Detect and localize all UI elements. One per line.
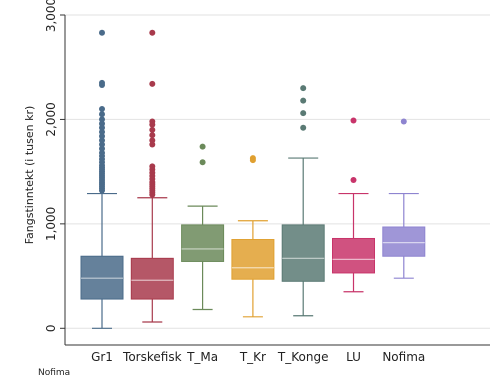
box-body bbox=[382, 226, 426, 257]
grid bbox=[65, 14, 490, 329]
outlier-point bbox=[149, 126, 156, 133]
x-tick-label: T_Ma bbox=[186, 350, 218, 364]
box-body bbox=[332, 237, 375, 274]
outlier-point bbox=[350, 177, 357, 183]
outlier-point bbox=[99, 105, 105, 112]
axes: 0 1,000 2,000 3,000 Gr1 Torskefisk T_Ma T_Kr T_K… bbox=[44, 0, 490, 364]
x-tick-label: Nofima bbox=[382, 350, 425, 364]
outlier-point bbox=[99, 133, 105, 140]
box-gr1 bbox=[80, 29, 124, 329]
box-t-ma bbox=[181, 143, 225, 311]
outlier-point bbox=[99, 111, 105, 118]
outlier-point bbox=[400, 118, 407, 125]
box-body bbox=[231, 239, 275, 280]
outlier-point bbox=[149, 29, 156, 36]
box-body bbox=[181, 224, 225, 262]
y-axis-label: Fangstinntekt (i tusen kr) bbox=[23, 106, 36, 245]
x-tick-label: Torskefisk bbox=[122, 350, 182, 364]
x-tick-label: Gr1 bbox=[91, 350, 113, 364]
box-t-konge bbox=[281, 85, 325, 317]
outlier-point bbox=[149, 137, 156, 144]
outlier-point bbox=[99, 124, 105, 131]
box-torskefisk bbox=[130, 29, 174, 323]
outlier-point bbox=[99, 187, 105, 194]
box-lu bbox=[332, 117, 375, 293]
outlier-point bbox=[99, 120, 105, 127]
outlier-point bbox=[99, 29, 105, 36]
outlier-point bbox=[99, 145, 105, 152]
outlier-point bbox=[149, 191, 156, 198]
outlier-point bbox=[300, 124, 307, 131]
box-nofima bbox=[382, 118, 426, 279]
box-body bbox=[281, 224, 325, 282]
x-tick-label: T_Kr bbox=[239, 350, 266, 364]
outlier-point bbox=[99, 128, 105, 135]
outlier-point bbox=[149, 141, 156, 148]
boxes bbox=[80, 29, 426, 329]
outlier-point bbox=[300, 85, 307, 92]
y-tick-label: 0 bbox=[44, 324, 58, 332]
outlier-point bbox=[99, 116, 105, 123]
x-tick-label: T_Konge bbox=[277, 350, 329, 364]
note: Nofima bbox=[38, 368, 70, 378]
outlier-point bbox=[249, 157, 256, 164]
outlier-point bbox=[149, 80, 156, 87]
x-tick-label: LU bbox=[346, 350, 361, 364]
outlier-point bbox=[300, 97, 307, 104]
y-tick-label: 2,000 bbox=[44, 102, 58, 136]
outlier-point bbox=[199, 143, 206, 150]
outlier-point bbox=[300, 110, 307, 117]
y-tick-label: 3,000 bbox=[44, 0, 58, 32]
box-t-kr bbox=[231, 155, 275, 318]
outlier-point bbox=[99, 137, 105, 144]
y-tick-label: 1,000 bbox=[44, 207, 58, 241]
outlier-point bbox=[199, 159, 206, 166]
box-body bbox=[130, 257, 174, 300]
outlier-point bbox=[99, 141, 105, 148]
outlier-point bbox=[149, 121, 156, 128]
outlier-point bbox=[350, 117, 357, 124]
outlier-point bbox=[99, 81, 105, 88]
outlier-point bbox=[149, 132, 156, 139]
